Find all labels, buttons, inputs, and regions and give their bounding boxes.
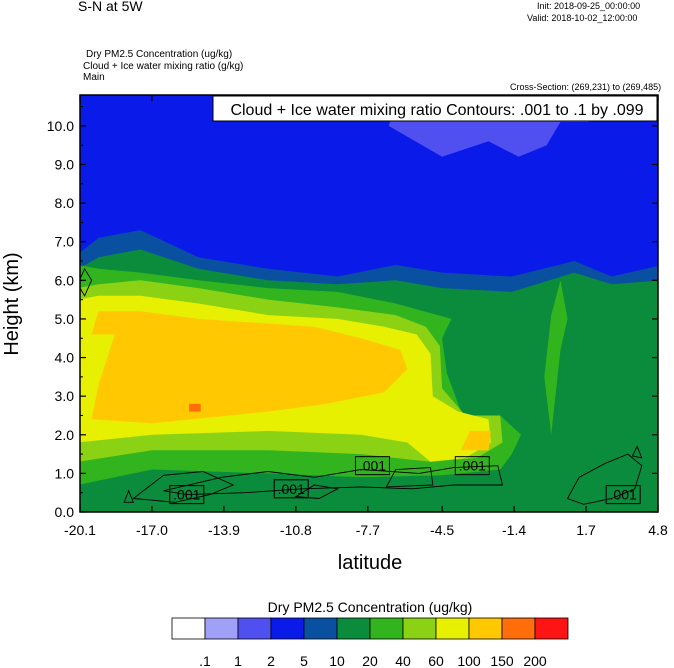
colorbar-level-label: 5	[300, 653, 308, 668]
y-tick-label: 1.0	[55, 465, 75, 481]
valid-time: Valid: 2018-10-02_12:00:00	[527, 13, 638, 23]
y-tick-label: 10.0	[47, 118, 74, 134]
x-tick-label: -13.9	[208, 522, 240, 538]
colorbar-swatch	[303, 617, 338, 640]
colorbar-swatch	[369, 617, 404, 640]
x-tick-label: -17.0	[136, 522, 168, 538]
plot-frame	[79, 94, 659, 513]
colorbar-swatch	[171, 617, 206, 640]
x-axis-label: latitude	[338, 552, 403, 574]
colorbar-level-label: .1	[199, 653, 211, 668]
field-name-pm25: Dry PM2.5 Concentration (ug/kg)	[86, 49, 233, 60]
colorbar: .1 1 2 5 10 20 40 60 100 150 200	[171, 617, 569, 668]
colorbar-swatch	[402, 617, 437, 640]
axis-ticks: -20.1 -17.0 -13.9 -10.8 -7.7 -4.5 -1.4 1.7 4.8 0.…	[47, 95, 668, 538]
chart-title: Cloud + Ice water mixing ratio Contours:…	[230, 102, 643, 119]
field-name-cloud: Cloud + Ice water mixing ratio (g/kg)	[83, 61, 244, 72]
y-tick-label: 8.0	[55, 195, 75, 211]
contour-label-box	[273, 479, 309, 499]
colorbar-swatch	[534, 617, 569, 640]
colorbar-swatch	[336, 617, 371, 640]
band-150b	[460, 430, 491, 451]
colorbar-level-label: 1	[234, 653, 242, 668]
y-axis-label: Height (km)	[1, 252, 23, 355]
x-tick-label: 1.7	[576, 522, 596, 538]
colorbar-level-label: 20	[362, 653, 378, 668]
cross-section-label: Cross-Section: (269,231) to (269,485)	[510, 82, 662, 92]
y-tick-label: 3.0	[55, 388, 75, 404]
y-tick-label: 4.0	[55, 350, 75, 366]
x-tick-label: 4.8	[648, 522, 668, 538]
colorbar-level-label: 10	[329, 653, 345, 668]
plot-title: S-N at 5W	[78, 0, 143, 14]
colorbar-level-label: 100	[457, 653, 481, 668]
contour-label-box	[605, 485, 641, 505]
contour-line-7	[123, 489, 135, 503]
x-tick-label: -20.1	[64, 522, 96, 538]
contour-label-box	[454, 456, 490, 476]
band-40b	[544, 280, 568, 435]
y-tick-label: 0.0	[55, 504, 75, 520]
contour-label: .001	[173, 487, 200, 503]
init-time: Init: 2018-09-25_00:00:00	[537, 1, 641, 11]
colorbar-swatch	[435, 617, 470, 640]
contour-labels: .001 .001 .001 .001 .001	[169, 456, 641, 505]
field-name-main: Main	[83, 72, 105, 83]
colorbar-swatch	[270, 617, 305, 640]
band-200	[189, 403, 201, 412]
contour-label: .001	[359, 458, 386, 474]
colorbar-level-label: 40	[395, 653, 411, 668]
colorbar-swatch	[501, 617, 536, 640]
contour-line-3	[385, 467, 434, 488]
contour-line-6	[80, 267, 93, 297]
contour-title-box: Cloud + Ice water mixing ratio Contours:…	[212, 95, 658, 122]
x-tick-label: -7.7	[356, 522, 380, 538]
colorbar-level-label: 60	[428, 653, 444, 668]
contour-label-box	[169, 485, 205, 505]
concentration-field	[80, 95, 658, 512]
y-tick-label: 7.0	[55, 234, 75, 250]
contour-label: .001	[459, 458, 486, 474]
colorbar-level-label: 2	[267, 653, 275, 668]
band-150	[91, 311, 408, 424]
colorbar-title: Dry PM2.5 Concentration (ug/kg)	[268, 599, 473, 615]
contour-line-2	[132, 471, 235, 503]
contour-label: .001	[610, 487, 637, 503]
colorbar-swatch	[468, 617, 503, 640]
y-tick-label: 5.0	[55, 311, 75, 327]
colorbar-swatch	[237, 617, 272, 640]
contour-line-5	[566, 453, 643, 505]
contour-label: .001	[278, 481, 305, 497]
y-tick-label: 6.0	[55, 272, 75, 288]
x-tick-label: -10.8	[280, 522, 312, 538]
x-tick-label: -4.5	[430, 522, 454, 538]
y-tick-label: 9.0	[55, 157, 75, 173]
colorbar-level-label: 200	[523, 653, 547, 668]
colorbar-level-label: 150	[490, 653, 514, 668]
y-tick-label: 2.0	[55, 427, 75, 443]
colorbar-swatch	[204, 617, 239, 640]
x-tick-label: -1.4	[502, 522, 526, 538]
contour-label-box	[354, 456, 390, 476]
contour-line-8	[631, 445, 643, 459]
